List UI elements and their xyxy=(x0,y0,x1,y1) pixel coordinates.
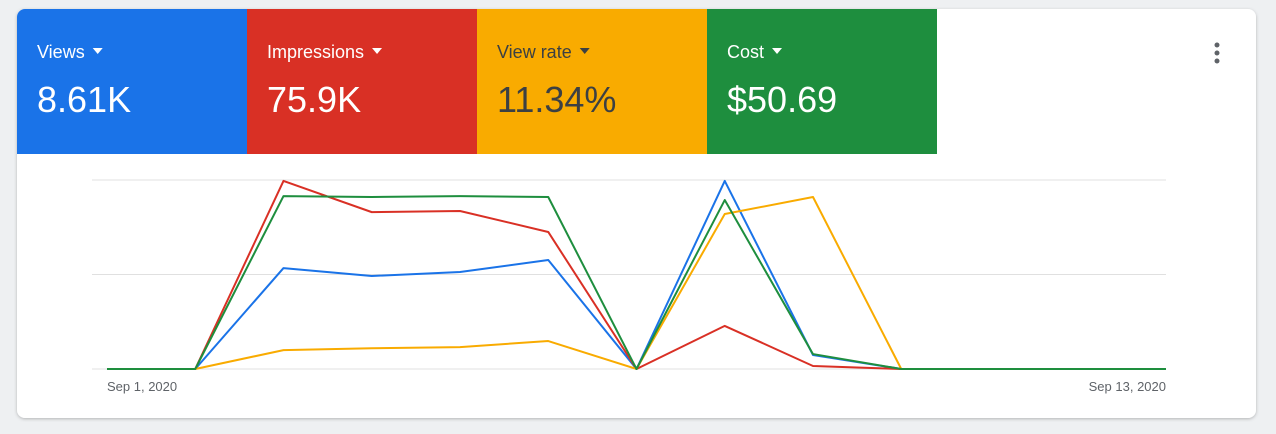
metric-name: View rate xyxy=(497,42,572,62)
metric-tile[interactable]: View rate 11.34% xyxy=(477,9,707,154)
metric-tile[interactable]: Cost $50.69 xyxy=(707,9,937,154)
x-tick-label: Sep 13, 2020 xyxy=(1089,379,1166,394)
metric-value: 11.34% xyxy=(497,79,616,120)
metric-value: $50.69 xyxy=(727,79,837,120)
menu-dot xyxy=(1214,42,1220,48)
x-tick-label: Sep 1, 2020 xyxy=(107,379,177,394)
dropdown-arrow xyxy=(772,48,783,54)
menu-dot xyxy=(1214,50,1220,56)
metric-name: Impressions xyxy=(267,42,364,62)
metric-name: Views xyxy=(37,42,85,62)
series-line xyxy=(107,195,1166,370)
metric-value: 8.61K xyxy=(37,79,131,120)
dropdown-arrow xyxy=(92,48,103,54)
metric-name: Cost xyxy=(727,42,764,62)
metric-tiles: Views 8.61K Impressions 75.9K View rate 11.34… xyxy=(17,9,937,154)
metric-tile[interactable]: Views 8.61K xyxy=(17,9,247,154)
more-menu[interactable] xyxy=(1214,42,1220,64)
plot: Sep 1, 2020 Sep 13, 2020 xyxy=(92,179,1166,394)
dropdown-arrow xyxy=(579,48,590,54)
tile-background xyxy=(247,9,477,154)
dropdown-arrow xyxy=(372,48,383,54)
tile-background xyxy=(477,9,707,154)
metric-value: 75.9K xyxy=(267,79,361,120)
menu-dot xyxy=(1214,58,1220,64)
tile-background xyxy=(707,9,937,154)
metric-tile[interactable]: Impressions 75.9K xyxy=(247,9,477,154)
tile-background xyxy=(17,9,247,154)
